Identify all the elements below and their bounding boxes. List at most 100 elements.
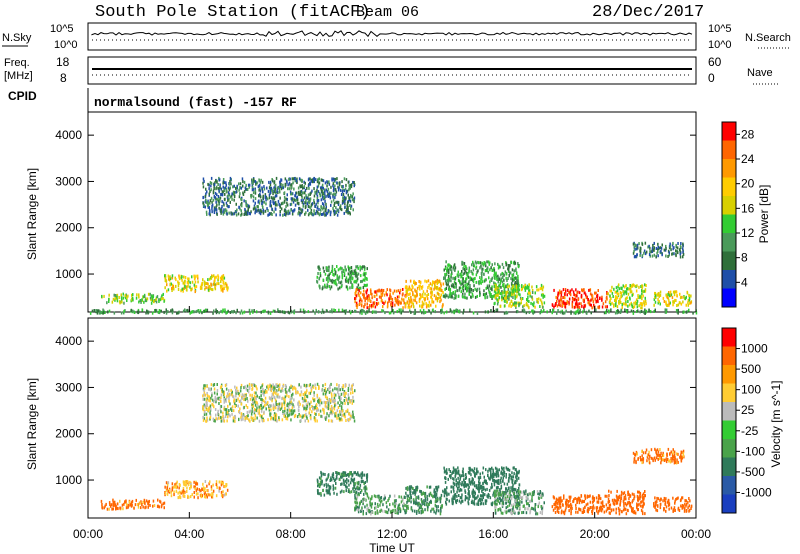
data-cell	[177, 311, 179, 315]
data-cell	[511, 273, 514, 277]
data-cell	[296, 198, 299, 202]
data-cell	[384, 300, 387, 304]
data-cell	[331, 419, 334, 423]
data-cell	[225, 187, 228, 191]
data-cell	[222, 419, 224, 423]
data-cell	[202, 195, 205, 199]
data-cell	[222, 416, 225, 420]
data-cell	[471, 263, 473, 267]
data-cell	[442, 303, 444, 307]
data-cell	[111, 507, 113, 511]
data-cell	[234, 385, 236, 389]
data-cell	[185, 480, 187, 484]
data-cell	[173, 485, 175, 489]
data-cell	[341, 489, 343, 493]
data-cell	[235, 202, 237, 206]
data-cell	[187, 483, 190, 487]
data-cell	[292, 392, 294, 396]
data-cell	[225, 410, 228, 413]
data-cell	[343, 393, 345, 397]
data-cell	[406, 497, 409, 501]
data-cell	[222, 390, 225, 394]
data-cell	[108, 507, 110, 511]
data-cell	[505, 263, 507, 267]
data-cell	[480, 271, 483, 275]
data-cell	[453, 285, 456, 289]
data-cell	[376, 289, 379, 293]
data-cell	[231, 197, 233, 201]
data-cell	[452, 276, 454, 280]
data-cell	[419, 304, 421, 308]
data-cell	[345, 276, 348, 280]
data-cell	[286, 390, 288, 394]
data-cell	[274, 309, 276, 313]
data-cell	[211, 200, 213, 204]
data-cell	[228, 188, 231, 192]
nsearch-tick-top: 10^5	[708, 23, 732, 35]
data-cell	[484, 269, 487, 273]
data-cell	[367, 298, 369, 302]
data-cell	[236, 184, 238, 188]
data-cell	[631, 303, 633, 307]
data-cell	[336, 473, 338, 477]
data-cell	[618, 300, 620, 304]
data-cell	[200, 489, 202, 493]
data-cell	[353, 280, 355, 284]
data-cell	[283, 412, 285, 416]
data-cell	[217, 396, 219, 400]
data-cell	[363, 296, 365, 300]
data-cell	[341, 401, 344, 405]
data-cell	[474, 287, 476, 291]
data-cell	[440, 284, 442, 288]
data-cell	[261, 186, 263, 190]
data-cell	[193, 277, 196, 281]
data-cell	[277, 186, 279, 190]
data-cell	[303, 310, 305, 314]
data-cell	[206, 201, 208, 204]
data-cell	[491, 269, 494, 272]
data-cell	[500, 273, 502, 277]
data-cell	[161, 294, 163, 298]
data-cell	[321, 190, 323, 193]
data-cell	[428, 485, 431, 489]
freq-frame	[87, 56, 697, 85]
data-cell	[644, 308, 646, 312]
data-cell	[188, 277, 190, 281]
data-cell	[641, 286, 643, 290]
data-cell	[474, 277, 476, 280]
data-cell	[114, 294, 117, 297]
data-cell	[220, 288, 223, 292]
power-ylabel: Slant Range [km]	[25, 168, 39, 260]
data-cell	[511, 268, 514, 272]
data-cell	[298, 210, 300, 214]
data-cell	[649, 250, 651, 254]
data-cell	[647, 245, 649, 249]
data-cell	[515, 286, 518, 290]
data-cell	[209, 286, 211, 290]
data-cell	[303, 383, 306, 387]
data-cell	[274, 194, 277, 198]
data-cell	[305, 194, 307, 198]
data-cell	[654, 294, 657, 298]
data-cell	[314, 412, 316, 416]
data-cell	[333, 273, 335, 277]
data-cell	[556, 311, 558, 315]
data-cell	[231, 310, 233, 314]
data-cell	[361, 279, 363, 283]
data-cell	[349, 471, 351, 475]
data-cell	[207, 407, 209, 411]
data-cell	[677, 251, 679, 255]
data-cell	[399, 510, 401, 514]
data-cell	[333, 308, 335, 312]
data-cell	[655, 247, 658, 250]
data-cell	[251, 398, 254, 402]
data-cell	[323, 400, 325, 404]
data-cell	[184, 276, 187, 279]
data-cell	[346, 210, 348, 214]
data-cell	[657, 254, 659, 258]
data-cell	[679, 292, 681, 296]
data-cell	[256, 205, 258, 209]
data-cell	[514, 280, 517, 284]
data-cell	[659, 246, 661, 250]
data-cell	[284, 406, 286, 410]
